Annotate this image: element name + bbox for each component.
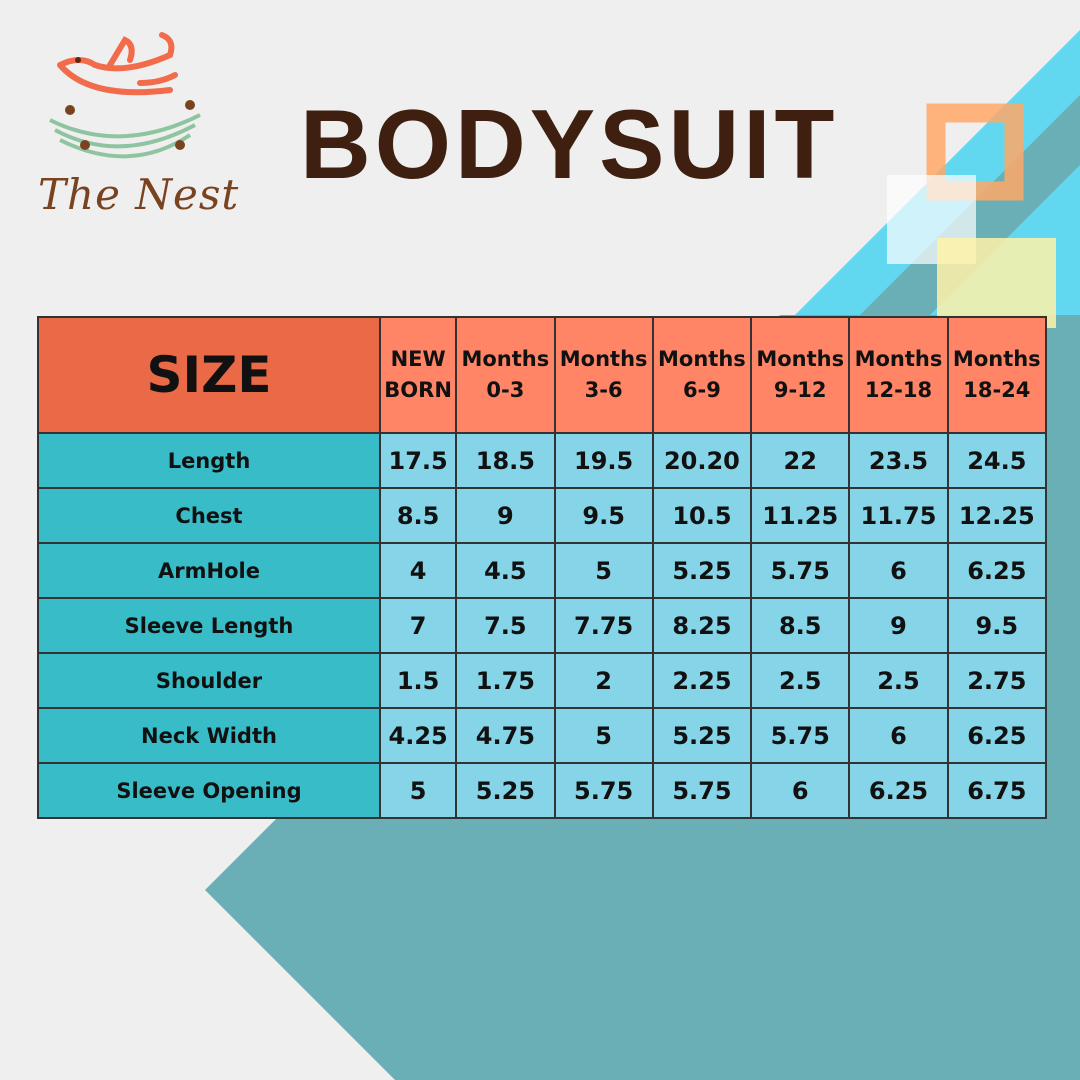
table-row: Sleeve Opening 5 5.25 5.75 5.75 6 6.25 6.75 — [37, 762, 1048, 819]
size-header: SIZE — [37, 316, 381, 434]
table-cell: 5.75 — [651, 762, 753, 819]
table-cell: 22 — [750, 432, 851, 489]
table-cell: 7 — [378, 597, 458, 654]
table-cell: 4 — [378, 542, 458, 599]
table-cell: 8.25 — [651, 597, 753, 654]
table-cell: 9.5 — [553, 487, 654, 544]
table-cell: 5.25 — [651, 707, 753, 764]
table-cell: 5 — [553, 542, 654, 599]
table-cell: 10.5 — [651, 487, 753, 544]
table-cell: 1.5 — [378, 652, 458, 709]
column-header: Months 18-24 — [946, 316, 1048, 434]
column-header-line: 9-12 — [773, 378, 827, 402]
table-cell: 7.5 — [455, 597, 556, 654]
column-header: Months 3-6 — [553, 316, 654, 434]
table-cell: 6 — [848, 707, 949, 764]
table-cell: 7.75 — [553, 597, 654, 654]
column-header: Months 12-18 — [848, 316, 949, 434]
table-cell: 19.5 — [553, 432, 654, 489]
column-header-line: 18-24 — [963, 378, 1031, 402]
table-cell: 2.5 — [848, 652, 949, 709]
table-cell: 8.5 — [750, 597, 851, 654]
row-label: Sleeve Opening — [37, 762, 381, 819]
table-cell: 2.75 — [946, 652, 1048, 709]
table-row: Chest 8.5 9 9.5 10.5 11.25 11.75 12.25 — [37, 487, 1048, 544]
column-header-line: 6-9 — [682, 378, 721, 402]
table-cell: 6 — [750, 762, 851, 819]
table-cell: 18.5 — [455, 432, 556, 489]
column-header-line: Months — [854, 347, 943, 371]
column-header-line: Months — [658, 347, 746, 371]
table-cell: 23.5 — [848, 432, 949, 489]
column-header-line: NEW — [390, 347, 446, 371]
table-cell: 24.5 — [946, 432, 1048, 489]
row-label: Shoulder — [37, 652, 381, 709]
table-cell: 1.75 — [455, 652, 556, 709]
table-cell: 5 — [553, 707, 654, 764]
table-cell: 9 — [455, 487, 556, 544]
column-header-line: BORN — [384, 378, 452, 402]
size-chart-table: SIZE NEW BORN Months 0-3 Months 3-6 Months 6… — [37, 316, 1048, 819]
column-header-line: Months — [461, 347, 550, 371]
table-cell: 5.75 — [750, 542, 851, 599]
table-cell: 9.5 — [946, 597, 1048, 654]
the-nest-logo — [49, 32, 201, 159]
column-header: NEW BORN — [378, 316, 458, 434]
column-header-line: Months — [952, 347, 1041, 371]
table-cell: 20.20 — [651, 432, 753, 489]
table-cell: 12.25 — [946, 487, 1048, 544]
table-cell: 11.25 — [750, 487, 851, 544]
table-cell: 17.5 — [378, 432, 458, 489]
table-cell: 2 — [553, 652, 654, 709]
table-cell: 5.75 — [553, 762, 654, 819]
row-label: ArmHole — [37, 542, 381, 599]
table-cell: 5.25 — [455, 762, 556, 819]
table-cell: 8.5 — [378, 487, 458, 544]
table-row: Length 17.5 18.5 19.5 20.20 22 23.5 24.5 — [37, 432, 1048, 489]
table-cell: 4.75 — [455, 707, 556, 764]
page-title: BODYSUIT — [300, 89, 839, 199]
table-cell: 9 — [848, 597, 949, 654]
table-cell: 6.25 — [946, 542, 1048, 599]
row-label: Chest — [37, 487, 381, 544]
table-cell: 6.25 — [848, 762, 949, 819]
column-header: Months 6-9 — [651, 316, 753, 434]
table-cell: 5.25 — [651, 542, 753, 599]
table-cell: 6 — [848, 542, 949, 599]
column-header-line: 12-18 — [864, 378, 933, 402]
column-header-line: 0-3 — [486, 378, 525, 402]
table-cell: 4.5 — [455, 542, 556, 599]
table-cell: 4.25 — [378, 707, 458, 764]
column-header-line: 3-6 — [584, 378, 623, 402]
table-cell: 11.75 — [848, 487, 949, 544]
brand-name: The Nest — [38, 170, 240, 219]
table-cell: 2.5 — [750, 652, 851, 709]
column-header: Months 9-12 — [750, 316, 851, 434]
row-label: Length — [37, 432, 381, 489]
table-cell: 6.75 — [946, 762, 1048, 819]
table-row: ArmHole 4 4.5 5 5.25 5.75 6 6.25 — [37, 542, 1048, 599]
yellow-square — [937, 238, 1056, 328]
header-row: SIZE NEW BORN Months 0-3 Months 3-6 Months 6… — [37, 316, 1048, 434]
table-cell: 5.75 — [750, 707, 851, 764]
table-row: Neck Width 4.25 4.75 5 5.25 5.75 6 6.25 — [37, 707, 1048, 764]
table-cell: 6.25 — [946, 707, 1048, 764]
table-row: Sleeve Length 7 7.5 7.75 8.25 8.5 9 9.5 — [37, 597, 1048, 654]
row-label: Neck Width — [37, 707, 381, 764]
column-header-line: Months — [559, 347, 648, 371]
table-cell: 5 — [378, 762, 458, 819]
table-cell: 2.25 — [651, 652, 753, 709]
column-header: Months 0-3 — [455, 316, 556, 434]
table-row: Shoulder 1.5 1.75 2 2.25 2.5 2.5 2.75 — [37, 652, 1048, 709]
row-label: Sleeve Length — [37, 597, 381, 654]
column-header-line: Months — [756, 347, 845, 371]
